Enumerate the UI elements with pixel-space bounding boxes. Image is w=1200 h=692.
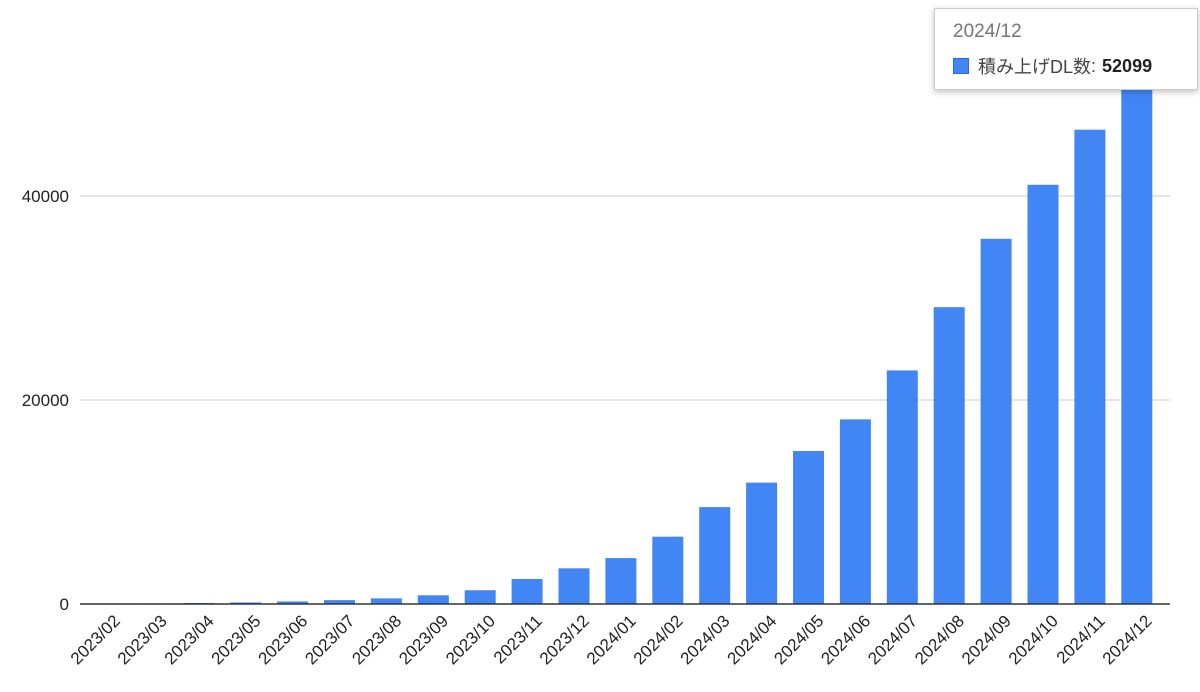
x-tick-label: 2024/09 <box>958 611 1015 668</box>
x-tick-label: 2023/05 <box>208 611 265 668</box>
bars <box>89 72 1153 605</box>
x-tick-label: 2024/03 <box>677 611 734 668</box>
x-tick-label: 2023/11 <box>490 611 546 667</box>
x-tick-label: 2023/07 <box>301 611 358 668</box>
x-tick-label: 2024/12 <box>1099 611 1156 668</box>
bar[interactable] <box>886 370 918 604</box>
bar[interactable] <box>370 598 402 604</box>
x-tick-label: 2024/08 <box>911 611 968 668</box>
bar[interactable] <box>746 482 778 604</box>
x-tick-label: 2023/02 <box>67 611 124 668</box>
x-tick-label: 2023/09 <box>395 611 452 668</box>
x-tick-label: 2024/04 <box>724 611 781 668</box>
bar[interactable] <box>839 419 871 604</box>
bar[interactable] <box>1121 72 1153 604</box>
x-tick-label: 2024/05 <box>770 611 827 668</box>
x-tick-label: 2024/10 <box>1005 611 1062 668</box>
x-tick-label: 2023/08 <box>348 611 405 668</box>
y-tick-label: 60000 <box>22 0 69 2</box>
bar[interactable] <box>324 600 355 604</box>
y-tick-labels: 0 20000 40000 60000 <box>22 0 69 614</box>
bar[interactable] <box>277 601 309 604</box>
y-tick-label: 0 <box>60 595 69 614</box>
x-tick-label: 2024/07 <box>864 611 921 668</box>
tooltip-value: 52099 <box>1102 55 1153 76</box>
bar[interactable] <box>1074 129 1106 604</box>
x-tick-label: 2023/03 <box>114 611 171 668</box>
tooltip-separator: : <box>1091 55 1097 76</box>
bar[interactable] <box>1027 184 1059 604</box>
bar[interactable] <box>793 451 824 604</box>
x-tick-label: 2023/12 <box>536 611 593 668</box>
bar[interactable] <box>464 590 496 604</box>
x-tick-label: 2024/02 <box>630 611 687 668</box>
y-tick-label: 40000 <box>22 187 69 206</box>
x-tick-label: 2024/01 <box>583 611 640 668</box>
bar[interactable] <box>511 579 543 604</box>
tooltip-row: 積み上げDL数: 52099 <box>953 53 1179 79</box>
bar[interactable] <box>933 307 965 604</box>
x-tick-label: 2023/10 <box>442 611 499 668</box>
tooltip-title: 2024/12 <box>953 21 1022 42</box>
x-tick-label: 2024/06 <box>817 611 874 668</box>
bar[interactable] <box>699 507 731 604</box>
tooltip-series-name: 積み上げDL数 <box>978 57 1092 77</box>
bar[interactable] <box>605 558 637 604</box>
bar[interactable] <box>980 238 1012 604</box>
bar[interactable] <box>230 602 262 604</box>
tooltip: 2024/12 積み上げDL数: 52099 <box>934 8 1198 90</box>
x-tick-label: 2023/04 <box>161 611 218 668</box>
bar[interactable] <box>652 536 684 604</box>
x-tick-label: 2024/11 <box>1053 611 1109 667</box>
bar[interactable] <box>558 568 590 604</box>
tooltip-swatch <box>953 58 969 74</box>
bar[interactable] <box>417 595 449 604</box>
x-tick-label: 2023/06 <box>255 611 312 668</box>
y-tick-label: 20000 <box>22 391 69 410</box>
x-tick-labels: 2023/022023/032023/042023/052023/062023/… <box>67 611 1156 668</box>
